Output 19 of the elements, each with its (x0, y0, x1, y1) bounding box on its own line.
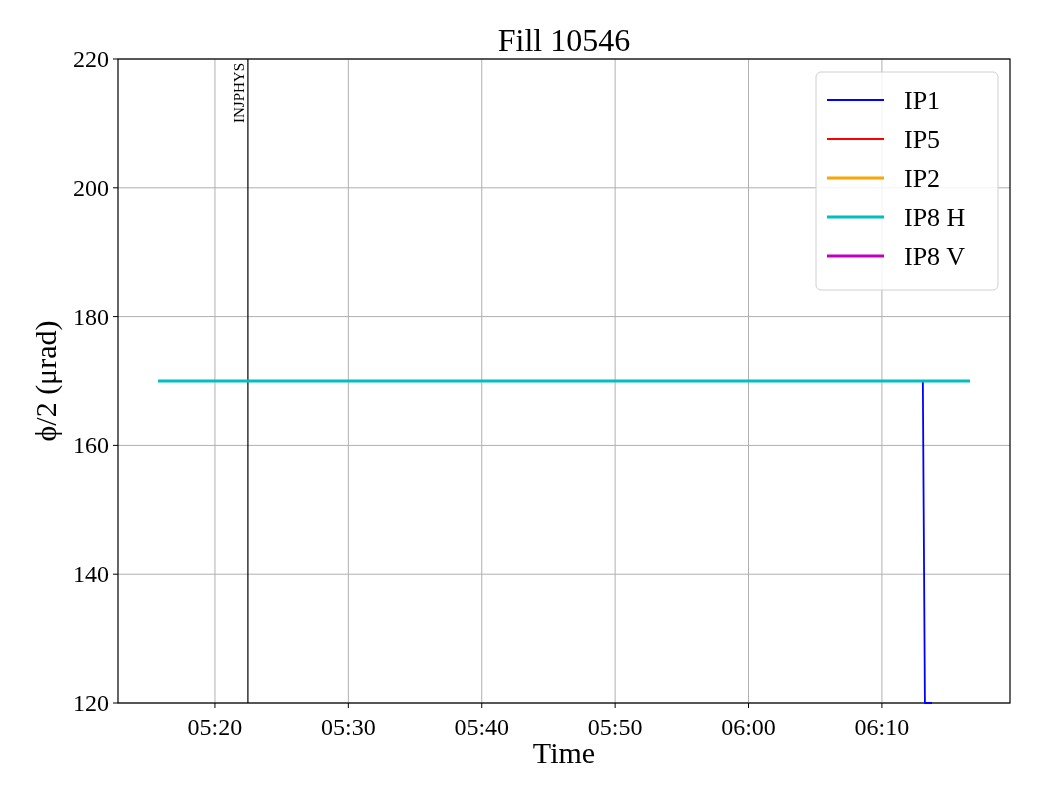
y-tick-label: 120 (73, 690, 109, 716)
legend-label: IP8 H (904, 203, 966, 232)
legend-label: IP5 (904, 125, 941, 154)
x-tick-label: 05:30 (321, 714, 376, 740)
y-tick-label: 140 (73, 561, 109, 588)
y-tick-label: 220 (73, 46, 109, 72)
y-tick-label: 200 (73, 174, 109, 201)
x-tick-label: 06:10 (854, 714, 910, 740)
x-tick-label: 06:00 (721, 714, 776, 740)
legend-label: IP1 (904, 86, 941, 115)
x-tick-label: 05:40 (454, 714, 510, 740)
y-tick-label: 180 (73, 303, 109, 330)
legend-label: IP8 V (904, 242, 966, 271)
x-tick-label: 05:20 (187, 714, 243, 740)
ref-line-label: INJPHYS (230, 63, 247, 124)
chart-title: Fill 10546 (497, 22, 631, 58)
y-tick-label: 160 (73, 432, 109, 459)
y-axis-title: ϕ/2 (μrad) (29, 320, 63, 442)
legend-label: IP2 (904, 164, 941, 193)
